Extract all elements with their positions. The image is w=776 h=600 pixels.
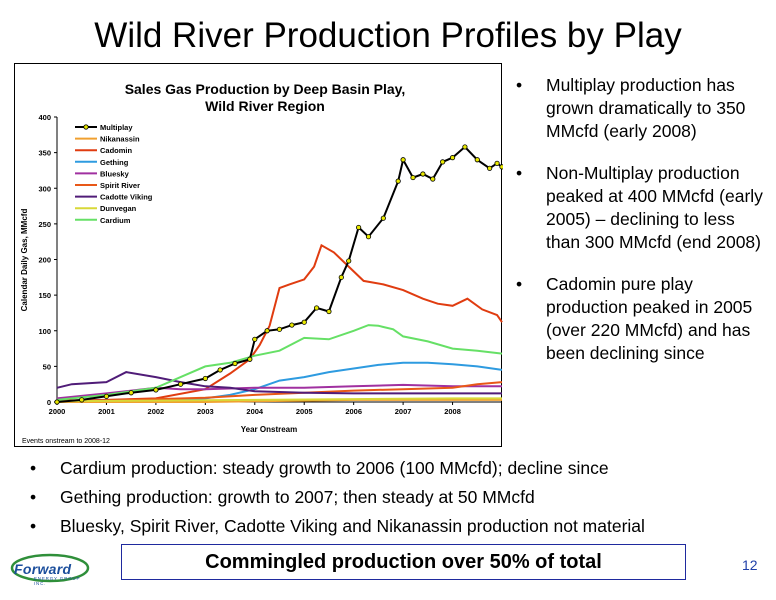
series-line-multiplay [56,145,503,403]
data-point [440,159,446,165]
data-point [217,367,223,373]
legend-label: Spirit River [100,181,140,190]
right-bullet-list: Multiplay production has grown dramatica… [516,74,768,384]
data-point [128,390,134,396]
logo-subtext: ENERGY GROUP INC. [34,576,81,586]
data-point [338,274,344,280]
data-point [365,234,372,240]
data-point [395,178,401,184]
legend-label: Cardium [100,216,131,225]
y-tick-label: 300 [38,184,51,193]
series-line-gething [56,361,503,403]
x-axis-label: Year Onstream [241,425,297,434]
x-tick-label: 2002 [148,407,165,416]
legend-label: Gething [100,158,129,167]
company-logo: Forward ENERGY GROUP INC. [10,552,94,586]
bottom-bullet-list: Cardium production: steady growth to 200… [30,456,760,543]
bottom-bullet: Cardium production: steady growth to 200… [30,456,760,480]
data-point [232,360,238,367]
right-bullet: Cadomin pure play production peaked in 2… [516,273,768,365]
data-point [103,393,110,399]
data-point [410,174,416,181]
data-point [252,336,258,342]
data-point [474,157,480,163]
data-point [289,322,295,328]
data-point [380,215,386,221]
legend-label: Nikanassin [100,135,140,144]
data-point [499,164,503,170]
data-point [487,165,493,171]
x-tick-label: 2007 [395,407,412,416]
slide-title: Wild River Production Profiles by Play [94,16,682,55]
data-point [462,144,468,150]
series-line-cardium [56,324,503,401]
chart-title-line2: Wild River Region [205,98,325,114]
chart-title-line1: Sales Gas Production by Deep Basin Play, [125,81,406,97]
production-chart: 0 50 100 150 200 250 300 350 400 2000 2001 2002 2003… [14,63,503,447]
y-tick-label: 400 [38,113,51,122]
legend-marker [83,124,89,130]
data-point [313,305,320,311]
y-tick-label: 200 [38,256,51,265]
right-bullet: Non-Multiplay production peaked at 400 M… [516,162,768,254]
x-tick-label: 2003 [197,407,214,416]
legend-label: Bluesky [100,169,130,178]
x-tick-label: 2000 [49,407,66,416]
y-tick-label: 0 [47,398,51,407]
series-line-dunvegan [56,397,502,403]
y-axis-label: Calendar Daily Gas, MMcfd [20,209,29,312]
data-point [430,176,436,182]
legend-label: Cadotte Viking [100,193,153,202]
x-tick-label: 2008 [444,407,461,416]
y-tick-label: 50 [43,362,51,371]
y-tick-label: 250 [38,220,51,229]
bottom-bullet: Gething production: growth to 2007; then… [30,485,760,509]
legend-label: Multiplay [100,123,133,132]
data-point [54,399,60,405]
data-point [400,157,406,163]
series-line-cadotte-viking [56,371,502,395]
y-tick-label: 100 [38,327,51,336]
callout-box: Commingled production over 50% of total [121,544,686,580]
data-point [153,387,159,393]
page-number: 12 [742,557,758,573]
x-tick-label: 2001 [98,407,115,416]
chart-svg: 0 50 100 150 200 250 300 350 400 2000 2001 2002 2003… [20,81,503,445]
data-point [178,381,184,387]
data-point [276,326,283,332]
data-point [79,397,85,403]
data-point [420,171,426,177]
logo-swoosh-icon [10,553,90,583]
data-point [247,356,253,362]
y-tick-label: 150 [38,291,51,300]
legend-label: Cadomin [100,146,133,155]
legend-label: Dunvegan [100,204,137,213]
data-point [346,258,352,264]
series-line-cadomin [56,243,503,402]
bottom-bullet: Bluesky, Spirit River, Cadotte Viking an… [30,514,760,538]
data-point [356,224,362,231]
y-tick-label: 350 [38,149,51,158]
chart-plot-area: 0 50 100 150 200 250 300 350 400 2000 2001 2002 2003… [38,113,503,416]
x-tick-label: 2004 [246,407,264,416]
x-tick-label: 2006 [345,407,362,416]
right-bullet: Multiplay production has grown dramatica… [516,74,768,143]
data-point [326,308,332,315]
data-point [202,375,208,382]
data-point [449,155,456,161]
x-tick-label: 2005 [296,407,313,416]
data-point [301,319,307,325]
data-point [264,328,270,334]
chart-footnote: Events onstream to 2008-12 [22,438,110,445]
logo-text: Forward [14,561,72,577]
data-point [494,160,500,166]
